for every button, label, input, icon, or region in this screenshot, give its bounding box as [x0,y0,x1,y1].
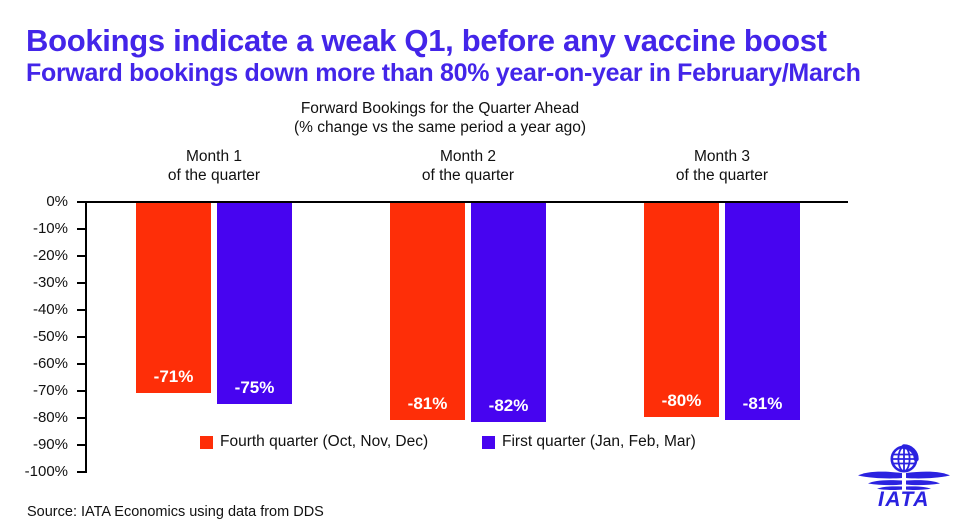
y-axis-tick [77,444,85,446]
y-axis-tick-label: -50% [32,328,68,345]
category-label: Month 2 of the quarter [368,147,568,185]
chart-title: Forward Bookings for the Quarter Ahead [300,100,580,117]
iata-logo-text: IATA [878,488,930,508]
legend-label: Fourth quarter (Oct, Nov, Dec) [220,433,429,450]
legend-swatch-blue [482,436,495,449]
bar-value-label: -81% [407,394,448,413]
y-axis-tick-label: -20% [32,247,68,264]
y-axis-tick-label: -100% [24,463,68,480]
wings-icon [858,471,950,491]
bar-blue-month2: -82% [471,203,546,422]
y-axis-tick-label: -10% [32,220,68,237]
y-axis-tick [77,309,85,311]
category-label: Month 1 of the quarter [114,147,314,185]
bar-red-month1: -71% [136,203,211,393]
bar-value-label: -71% [153,367,194,386]
y-axis-tick [77,363,85,365]
bar-value-label: -82% [488,396,529,415]
y-axis-tick [77,336,85,338]
y-axis-tick [77,201,85,203]
category-label-line2: of the quarter [675,167,769,184]
y-axis-tick-label: 0% [46,193,68,210]
y-axis-tick [77,417,85,419]
category-label-line2: of the quarter [421,167,515,184]
category-label-line1: Month 2 [439,148,496,165]
y-axis-tick [77,390,85,392]
page-subtitle: Forward bookings down more than 80% year… [26,59,861,87]
bar-value-label: -80% [661,391,702,410]
x-axis-line [85,201,848,203]
legend-swatch-red [200,436,213,449]
y-axis-tick-label: -40% [32,301,68,318]
category-label: Month 3 of the quarter [622,147,822,185]
y-axis-line [85,201,87,473]
y-axis-tick-label: -30% [32,274,68,291]
bar-value-label: -75% [234,378,275,397]
bar-value-label: -81% [742,394,783,413]
bar-red-month3: -80% [644,203,719,417]
source-note: Source: IATA Economics using data from D… [27,504,324,520]
legend-label: First quarter (Jan, Feb, Mar) [502,433,696,450]
y-axis-tick [77,228,85,230]
y-axis-tick-label: -60% [32,355,68,372]
bar-blue-month3: -81% [725,203,800,420]
y-axis-tick [77,282,85,284]
chart-subtitle: (% change vs the same period a year ago) [293,119,587,136]
y-axis-tick [77,255,85,257]
category-label-line2: of the quarter [167,167,261,184]
category-label-line1: Month 3 [693,148,750,165]
iata-logo: IATA [858,444,950,508]
y-axis-tick-label: -80% [32,409,68,426]
y-axis-tick-label: -70% [32,382,68,399]
y-axis-tick [77,471,85,473]
y-axis-tick-label: -90% [32,436,68,453]
category-label-line1: Month 1 [185,148,242,165]
bar-red-month2: -81% [390,203,465,420]
bar-blue-month1: -75% [217,203,292,404]
page-title: Bookings indicate a weak Q1, before any … [26,23,827,58]
